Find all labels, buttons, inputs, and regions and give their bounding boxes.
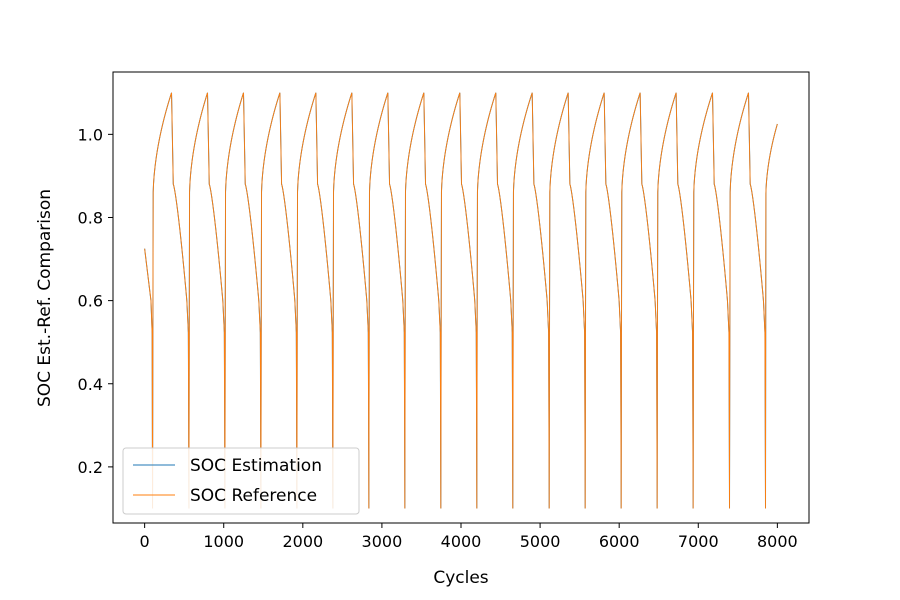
y-tick-label: 0.4 (78, 375, 103, 394)
series-lines (144, 92, 778, 509)
y-axis-ticks: 0.2 0.4 0.6 0.8 1.0 (78, 125, 113, 477)
legend-label-soc-reference: SOC Reference (190, 486, 317, 506)
x-tick-label: 3000 (362, 532, 403, 551)
series-line-soc-reference (144, 92, 778, 509)
x-tick-label: 2000 (282, 532, 323, 551)
x-tick-label: 5000 (520, 532, 561, 551)
x-tick-label: 4000 (441, 532, 482, 551)
x-axis-label: Cycles (433, 568, 488, 588)
x-tick-label: 7000 (678, 532, 719, 551)
x-tick-label: 6000 (599, 532, 640, 551)
x-tick-label: 8000 (757, 532, 798, 551)
y-tick-label: 1.0 (78, 125, 103, 144)
y-tick-label: 0.6 (78, 292, 103, 311)
x-tick-label: 0 (140, 532, 150, 551)
y-tick-label: 0.2 (78, 458, 103, 477)
legend: SOC Estimation SOC Reference (122, 447, 360, 515)
legend-label-soc-estimation: SOC Estimation (190, 456, 322, 476)
x-tick-label: 1000 (203, 532, 244, 551)
legend-box (122, 447, 360, 515)
x-axis-ticks: 0 1000 2000 3000 4000 5000 6000 7000 8000 (140, 523, 798, 551)
y-axis-label: SOC Est.-Ref. Comparison (35, 189, 55, 407)
y-tick-label: 0.8 (78, 208, 103, 227)
